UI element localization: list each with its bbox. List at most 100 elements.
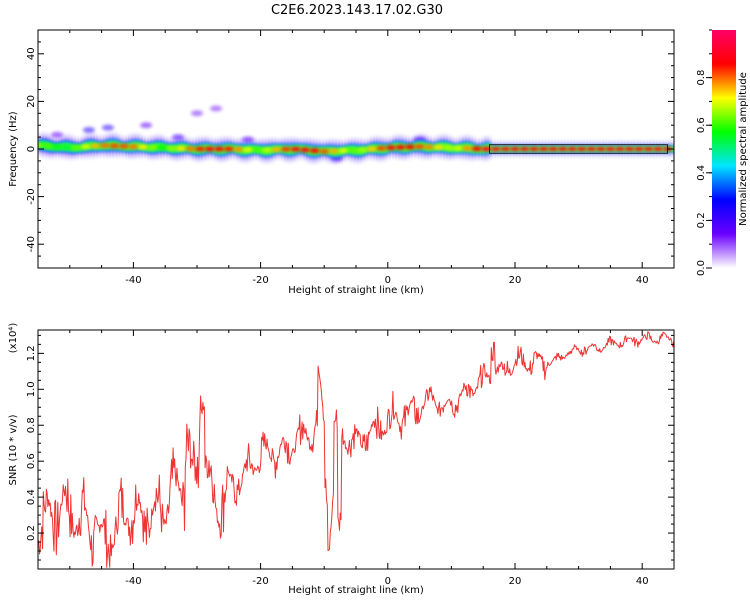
- snr-y-tick-label: 0.2: [26, 525, 37, 541]
- spectral-core: [195, 146, 206, 152]
- spectrogram-x-axis-label: Height of straight line (km): [288, 285, 424, 296]
- spectral-core: [395, 144, 406, 150]
- spectral-core: [61, 145, 72, 150]
- spectral-core: [414, 144, 425, 150]
- spectral-core: [261, 147, 272, 153]
- spectral-core: [443, 145, 454, 151]
- spectral-core: [157, 145, 168, 151]
- spectral-core: [204, 146, 215, 152]
- spectrogram-x-tick-label: 40: [636, 275, 649, 286]
- snr-x-tick-label: -40: [125, 576, 141, 587]
- spectrogram-panel: -40 -20 0 20 40 -40 -20 0 20 40 Height of straigh…: [8, 29, 675, 296]
- spectral-core: [71, 144, 82, 150]
- spectrogram-y-tick-label: 0: [26, 146, 37, 152]
- spectral-core: [214, 146, 225, 152]
- noise-blob: [191, 110, 203, 117]
- spectral-core: [328, 148, 339, 154]
- spectral-core: [529, 147, 540, 151]
- snr-y-tick-label: 1.2: [26, 345, 37, 361]
- snr-y-tick-label: 0.4: [26, 489, 37, 505]
- spectrogram-ticks: -40 -20 0 20 40 -40 -20 0 20 40: [26, 29, 675, 286]
- snr-y-multiplier: (x10⁴): [8, 323, 19, 354]
- spectral-core: [185, 146, 196, 152]
- spectral-core: [300, 147, 311, 153]
- noise-blob: [210, 105, 223, 112]
- spectrogram-x-tick-label: 0: [385, 275, 391, 286]
- spectral-core: [643, 147, 654, 151]
- spectral-core: [137, 144, 148, 150]
- colorbar-tick-label: 0.4: [696, 165, 707, 181]
- colorbar-tick-label: 0.0: [696, 260, 707, 276]
- spectral-core: [176, 146, 187, 151]
- spectral-core: [605, 147, 616, 151]
- spectral-core: [595, 147, 606, 151]
- spectral-cell: [41, 142, 46, 148]
- spectrogram-y-tick-label: -40: [26, 236, 37, 252]
- snr-y-tick-label: 0.8: [26, 417, 37, 433]
- spectral-core: [338, 148, 349, 154]
- spectral-core: [614, 147, 625, 151]
- spectrogram-y-tick-label: 20: [26, 95, 37, 108]
- noise-blob: [140, 122, 153, 129]
- spectral-core: [38, 143, 43, 148]
- spectral-core: [624, 147, 635, 151]
- snr-panel: -40 -20 0 20 40 0.2 0.4 0.6 0.8 1.0 1.2 Height of …: [8, 323, 675, 596]
- spectrogram-x-tick-label: 20: [509, 275, 522, 286]
- spectral-core: [128, 144, 139, 150]
- spectrogram-y-tick-label: -20: [26, 188, 37, 204]
- spectral-core: [548, 147, 559, 151]
- colorbar: 0.0 0.2 0.4 0.6 0.8 Normalized spectral ampl…: [696, 29, 749, 276]
- spectral-core: [357, 147, 368, 153]
- spectral-core: [147, 144, 158, 150]
- snr-y-tick-label: 0.6: [26, 453, 37, 469]
- noise-blob: [82, 126, 95, 133]
- colorbar-tick-label: 0.6: [696, 117, 707, 133]
- spectral-core: [634, 147, 645, 151]
- spectral-core: [567, 147, 578, 151]
- spectral-core: [586, 147, 597, 151]
- spectral-core: [271, 147, 282, 152]
- colorbar-ticks: 0.0 0.2 0.4 0.6 0.8: [696, 29, 712, 276]
- snr-x-tick-label: 20: [509, 576, 522, 587]
- spectrogram-plot-area: [38, 105, 674, 162]
- spectral-core: [462, 146, 473, 151]
- snr-y-tick-label: 1.0: [26, 381, 37, 397]
- spectral-core: [366, 146, 377, 152]
- spectral-core: [223, 146, 234, 152]
- colorbar-tick-label: 0.2: [696, 212, 707, 228]
- spectral-core: [557, 147, 568, 151]
- spectral-core: [281, 146, 292, 152]
- snr-x-axis-label: Height of straight line (km): [288, 585, 424, 596]
- spectral-core: [309, 148, 320, 154]
- spectral-core: [424, 144, 435, 150]
- snr-series-line: [38, 331, 674, 568]
- colorbar-tick-label: 0.8: [696, 70, 707, 86]
- spectral-cell: [298, 146, 303, 151]
- spectrogram-x-tick-label: -20: [252, 275, 268, 286]
- snr-x-tick-label: -20: [252, 576, 268, 587]
- spectral-core: [118, 143, 129, 149]
- spectral-core: [233, 146, 244, 152]
- spectral-core: [452, 145, 463, 151]
- spectral-core: [252, 147, 263, 153]
- spectrogram-y-axis-label: Frequency (Hz): [8, 111, 19, 187]
- spectral-core: [290, 146, 301, 152]
- spectral-core: [109, 143, 120, 149]
- spectral-core: [347, 147, 358, 153]
- snr-y-axis-label: SNR (10 * v/v): [8, 414, 19, 485]
- snr-plot-area: [38, 331, 674, 568]
- spectral-core: [42, 143, 53, 149]
- noise-blob: [51, 131, 64, 138]
- spectral-core: [490, 147, 501, 151]
- spectral-core: [385, 145, 396, 151]
- spectral-core: [500, 147, 511, 151]
- spectral-core: [319, 148, 330, 154]
- spectral-core: [166, 145, 177, 151]
- spectral-core: [99, 143, 110, 148]
- spectral-core: [52, 144, 63, 150]
- spectral-core: [481, 146, 492, 152]
- spectral-core: [538, 147, 549, 151]
- spectrogram-x-tick-label: -40: [125, 275, 141, 286]
- spectral-core: [80, 144, 91, 150]
